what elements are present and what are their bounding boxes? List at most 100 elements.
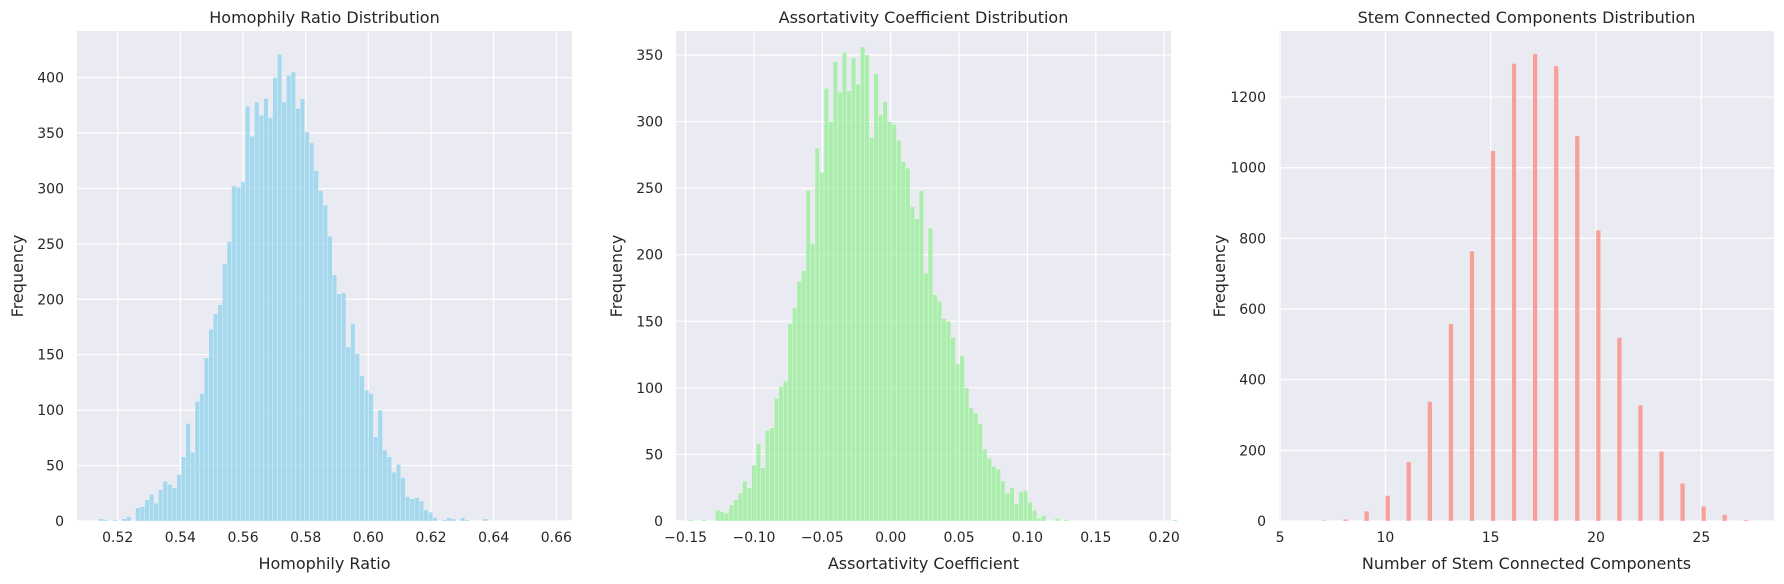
bar (158, 489, 164, 522)
bar (851, 57, 856, 522)
bar (1054, 518, 1060, 522)
bar (869, 137, 875, 522)
bar (272, 77, 278, 522)
y-tick-label: 100 (37, 403, 64, 419)
bar (364, 389, 369, 522)
bar (765, 430, 770, 522)
bar (336, 293, 342, 522)
bar (254, 101, 260, 522)
bar (396, 464, 402, 522)
x-tick-label: −0.05 (801, 530, 844, 546)
bar (1722, 514, 1728, 522)
y-tick-label: 150 (37, 348, 64, 364)
bar (482, 518, 488, 522)
plot-area (1279, 31, 1774, 521)
x-tick-label: 0.00 (875, 530, 906, 546)
x-tick-label: 0.15 (1080, 530, 1111, 546)
bar (841, 52, 847, 522)
bar (281, 101, 287, 522)
y-tick-label: 1200 (1230, 90, 1266, 106)
bar (409, 498, 415, 522)
bar (896, 139, 902, 522)
chart-panel-2: −0.15 −0.10 −0.05 0.00 0.05 0.10 0.15 0.20 0 50 10… (607, 8, 1180, 573)
bar (801, 270, 807, 522)
bar (873, 73, 879, 522)
bars (98, 54, 488, 522)
bar (737, 492, 743, 522)
bar (819, 171, 825, 522)
bar (973, 412, 979, 522)
bar (162, 480, 168, 522)
x-axis-label: Number of Stem Connected Components (1362, 554, 1691, 573)
bar (359, 375, 365, 522)
bar (1364, 510, 1370, 522)
bar (823, 88, 829, 522)
bar (846, 90, 852, 522)
bar (194, 401, 200, 522)
x-tick-label: 0.10 (1012, 530, 1043, 546)
bar (1027, 502, 1033, 522)
x-tick-label: −0.15 (664, 530, 707, 546)
y-axis-label: Frequency (8, 235, 27, 318)
chart-title: Homophily Ratio Distribution (209, 8, 439, 27)
bar (1041, 515, 1047, 522)
y-tick-label: 200 (37, 292, 64, 308)
bar (688, 519, 694, 522)
bar (185, 423, 191, 522)
y-tick-label: 300 (37, 181, 64, 197)
bar (1013, 503, 1019, 522)
bar (345, 346, 351, 522)
bar (950, 337, 956, 522)
gridlines (1279, 31, 1774, 522)
bar (386, 456, 392, 522)
bar (226, 241, 232, 522)
bar (450, 518, 456, 522)
bar (245, 106, 251, 522)
bar (432, 517, 438, 522)
bar (103, 519, 109, 522)
bar (190, 452, 196, 522)
bar (918, 190, 924, 522)
bar (923, 273, 929, 522)
bar (914, 218, 920, 522)
bar (778, 386, 784, 522)
bar (309, 142, 315, 522)
bar (277, 54, 283, 522)
bar (341, 292, 347, 522)
bar (755, 443, 761, 522)
bar (373, 436, 379, 522)
bar (787, 323, 793, 522)
x-tick-label: 0.62 (415, 530, 446, 546)
bar (304, 131, 310, 522)
bar (267, 117, 273, 522)
bar (855, 84, 861, 522)
x-tick-label: 10 (1376, 530, 1394, 546)
bar (937, 301, 942, 522)
bar (400, 477, 406, 522)
y-tick-label: 300 (636, 115, 663, 131)
bar (746, 487, 752, 522)
x-tick-label: 0.64 (478, 530, 509, 546)
bar (1469, 250, 1475, 522)
bar (719, 511, 725, 522)
bar (796, 281, 802, 522)
bar (792, 307, 798, 522)
bar (701, 519, 707, 522)
bar (1616, 337, 1622, 522)
x-tick-label: 0.05 (943, 530, 974, 546)
bar (946, 321, 952, 522)
bar (181, 456, 187, 522)
bar (1553, 65, 1559, 522)
bar (1343, 519, 1349, 522)
bar (322, 204, 328, 522)
bar (350, 323, 356, 522)
bar (240, 181, 246, 522)
y-tick-label: 600 (1239, 302, 1266, 318)
y-tick-label: 250 (37, 237, 64, 253)
bar (295, 108, 301, 522)
bar (98, 518, 104, 522)
x-tick-label: 0.20 (1149, 530, 1180, 546)
y-tick-label: 200 (636, 248, 663, 264)
bar (964, 387, 970, 522)
x-tick-label: 0.54 (165, 530, 196, 546)
